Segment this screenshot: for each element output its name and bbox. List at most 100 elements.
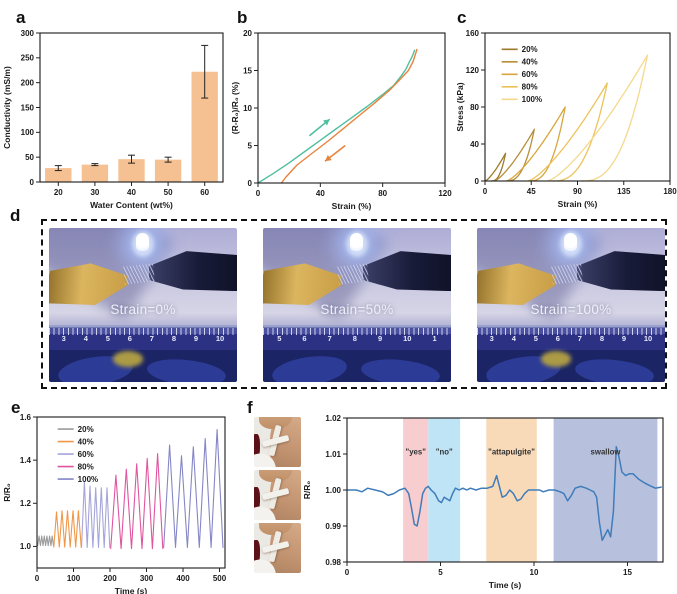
svg-text:0: 0 (475, 177, 480, 186)
svg-text:R/R₀: R/R₀ (2, 483, 12, 502)
svg-text:Water Content (wt%): Water Content (wt%) (90, 200, 173, 210)
svg-text:200: 200 (21, 78, 35, 87)
svg-text:swallow: swallow (591, 448, 622, 457)
conductivity-bar-chart: 20 30 40 50 60 0 50 100 150 200 250 300 Water Conten… (2, 29, 224, 210)
svg-text:1.02: 1.02 (325, 414, 341, 423)
ruler-ticks (477, 327, 665, 335)
svg-text:20%: 20% (78, 425, 94, 434)
svg-text:100%: 100% (78, 475, 98, 484)
hydrogel-sample (123, 263, 156, 285)
strain-demo-dashed-box (41, 219, 667, 389)
svg-text:90: 90 (573, 187, 582, 196)
svg-text:80%: 80% (78, 462, 94, 471)
svg-text:60%: 60% (522, 70, 538, 79)
hair (254, 487, 260, 511)
ruler-number: 6 (555, 334, 560, 344)
led (350, 232, 364, 251)
chin (258, 470, 292, 482)
stress-strain-loops-chart: 0 40 80 120 160 0 45 90 135 180 Strain (%) Stress (… (455, 29, 677, 209)
hydrogel-sample (551, 263, 584, 285)
svg-text:100: 100 (67, 574, 81, 583)
ruler-number: 5 (277, 334, 282, 344)
cyclic-strain-chart: 1.0 1.2 1.4 1.6 0 100 200 300 400 500 Time (s) R/R₀… (2, 413, 227, 594)
svg-text:Time (s): Time (s) (115, 586, 148, 594)
svg-text:120: 120 (466, 66, 480, 75)
chin (258, 417, 292, 429)
svg-text:1.6: 1.6 (20, 413, 32, 422)
svg-text:250: 250 (21, 54, 35, 63)
svg-text:150: 150 (21, 103, 35, 112)
resistance-strain-chart: 0 5 10 15 20 0 40 80 120 Strain (%) (R-R₀)/R₀ (%) (232, 29, 452, 211)
svg-text:0: 0 (248, 179, 253, 188)
ruler: 3 4 5 6 7 8 9 10 (477, 325, 665, 352)
throat-signal-chart: 0.98 0.99 1.00 1.01 1.02 0 5 10 15 Time (s) R/R₀ "y… (302, 414, 664, 590)
strain-label: Strain=50% (320, 301, 394, 317)
hydrogel-sample (337, 263, 370, 285)
svg-text:40: 40 (470, 140, 479, 149)
svg-text:Conductivity (mS/m): Conductivity (mS/m) (2, 66, 12, 149)
ruler-number: 9 (377, 334, 383, 344)
svg-text:0.98: 0.98 (325, 558, 341, 567)
svg-text:80: 80 (470, 103, 479, 112)
svg-text:50: 50 (164, 188, 173, 197)
svg-text:80%: 80% (522, 83, 538, 92)
svg-text:300: 300 (140, 574, 154, 583)
svg-text:5: 5 (438, 568, 443, 577)
svg-text:60%: 60% (78, 450, 94, 459)
ruler-ticks (49, 327, 237, 335)
svg-text:40%: 40% (78, 437, 94, 446)
ruler-number: 6 (127, 334, 132, 344)
svg-text:135: 135 (617, 187, 631, 196)
svg-text:Stress (kPa): Stress (kPa) (455, 82, 465, 131)
ruler-number: 3 (61, 334, 66, 344)
svg-text:80: 80 (378, 189, 387, 198)
strain-label: Strain=0% (110, 301, 176, 317)
svg-text:20: 20 (54, 188, 63, 197)
strain-photo-1: Strain=50% 5 6 7 8 9 10 1 (263, 228, 451, 382)
hair (254, 434, 260, 458)
svg-text:1.4: 1.4 (20, 456, 32, 465)
ruler-number: 4 (511, 334, 516, 344)
svg-text:R/R₀: R/R₀ (302, 481, 312, 500)
svg-text:500: 500 (213, 574, 227, 583)
strain-label: Strain=100% (530, 301, 612, 317)
svg-text:400: 400 (176, 574, 190, 583)
svg-text:120: 120 (438, 189, 452, 198)
ruler-number: 10 (643, 334, 653, 344)
chin (258, 523, 292, 535)
ruler-number: 8 (171, 334, 176, 344)
ruler: 5 6 7 8 9 10 1 (263, 325, 451, 352)
svg-text:40: 40 (316, 189, 325, 198)
svg-text:30: 30 (90, 188, 99, 197)
ruler-number: 7 (149, 334, 154, 344)
svg-text:160: 160 (466, 29, 480, 38)
ruler-number: 9 (621, 334, 627, 344)
throat-photo-0 (254, 417, 301, 467)
svg-text:10: 10 (530, 568, 539, 577)
hair (254, 540, 260, 564)
ruler-number: 1 (432, 334, 437, 344)
led (564, 232, 578, 251)
svg-text:5: 5 (248, 141, 253, 150)
svg-text:100: 100 (21, 128, 35, 137)
svg-text:15: 15 (243, 66, 252, 75)
ruler-number: 5 (105, 334, 110, 344)
ruler-number: 6 (302, 334, 307, 344)
svg-text:10: 10 (243, 104, 252, 113)
svg-text:300: 300 (21, 29, 35, 38)
ruler-number: 7 (327, 334, 332, 344)
svg-text:(R-R₀)/R₀ (%): (R-R₀)/R₀ (%) (232, 82, 240, 135)
svg-text:100%: 100% (522, 95, 542, 104)
svg-text:Time (s): Time (s) (489, 580, 522, 590)
ruler-number: 7 (577, 334, 582, 344)
svg-text:1.0: 1.0 (20, 542, 32, 551)
svg-text:"yes": "yes" (406, 448, 427, 457)
svg-text:20%: 20% (522, 45, 538, 54)
ruler-number: 10 (215, 334, 225, 344)
strain-photo-2: Strain=100% 3 4 5 6 7 8 9 10 (477, 228, 665, 382)
ruler: 3 4 5 6 7 8 9 10 (49, 325, 237, 352)
svg-text:Strain (%): Strain (%) (558, 199, 598, 209)
svg-text:0: 0 (345, 568, 350, 577)
svg-text:0: 0 (483, 187, 488, 196)
svg-text:50: 50 (25, 153, 34, 162)
